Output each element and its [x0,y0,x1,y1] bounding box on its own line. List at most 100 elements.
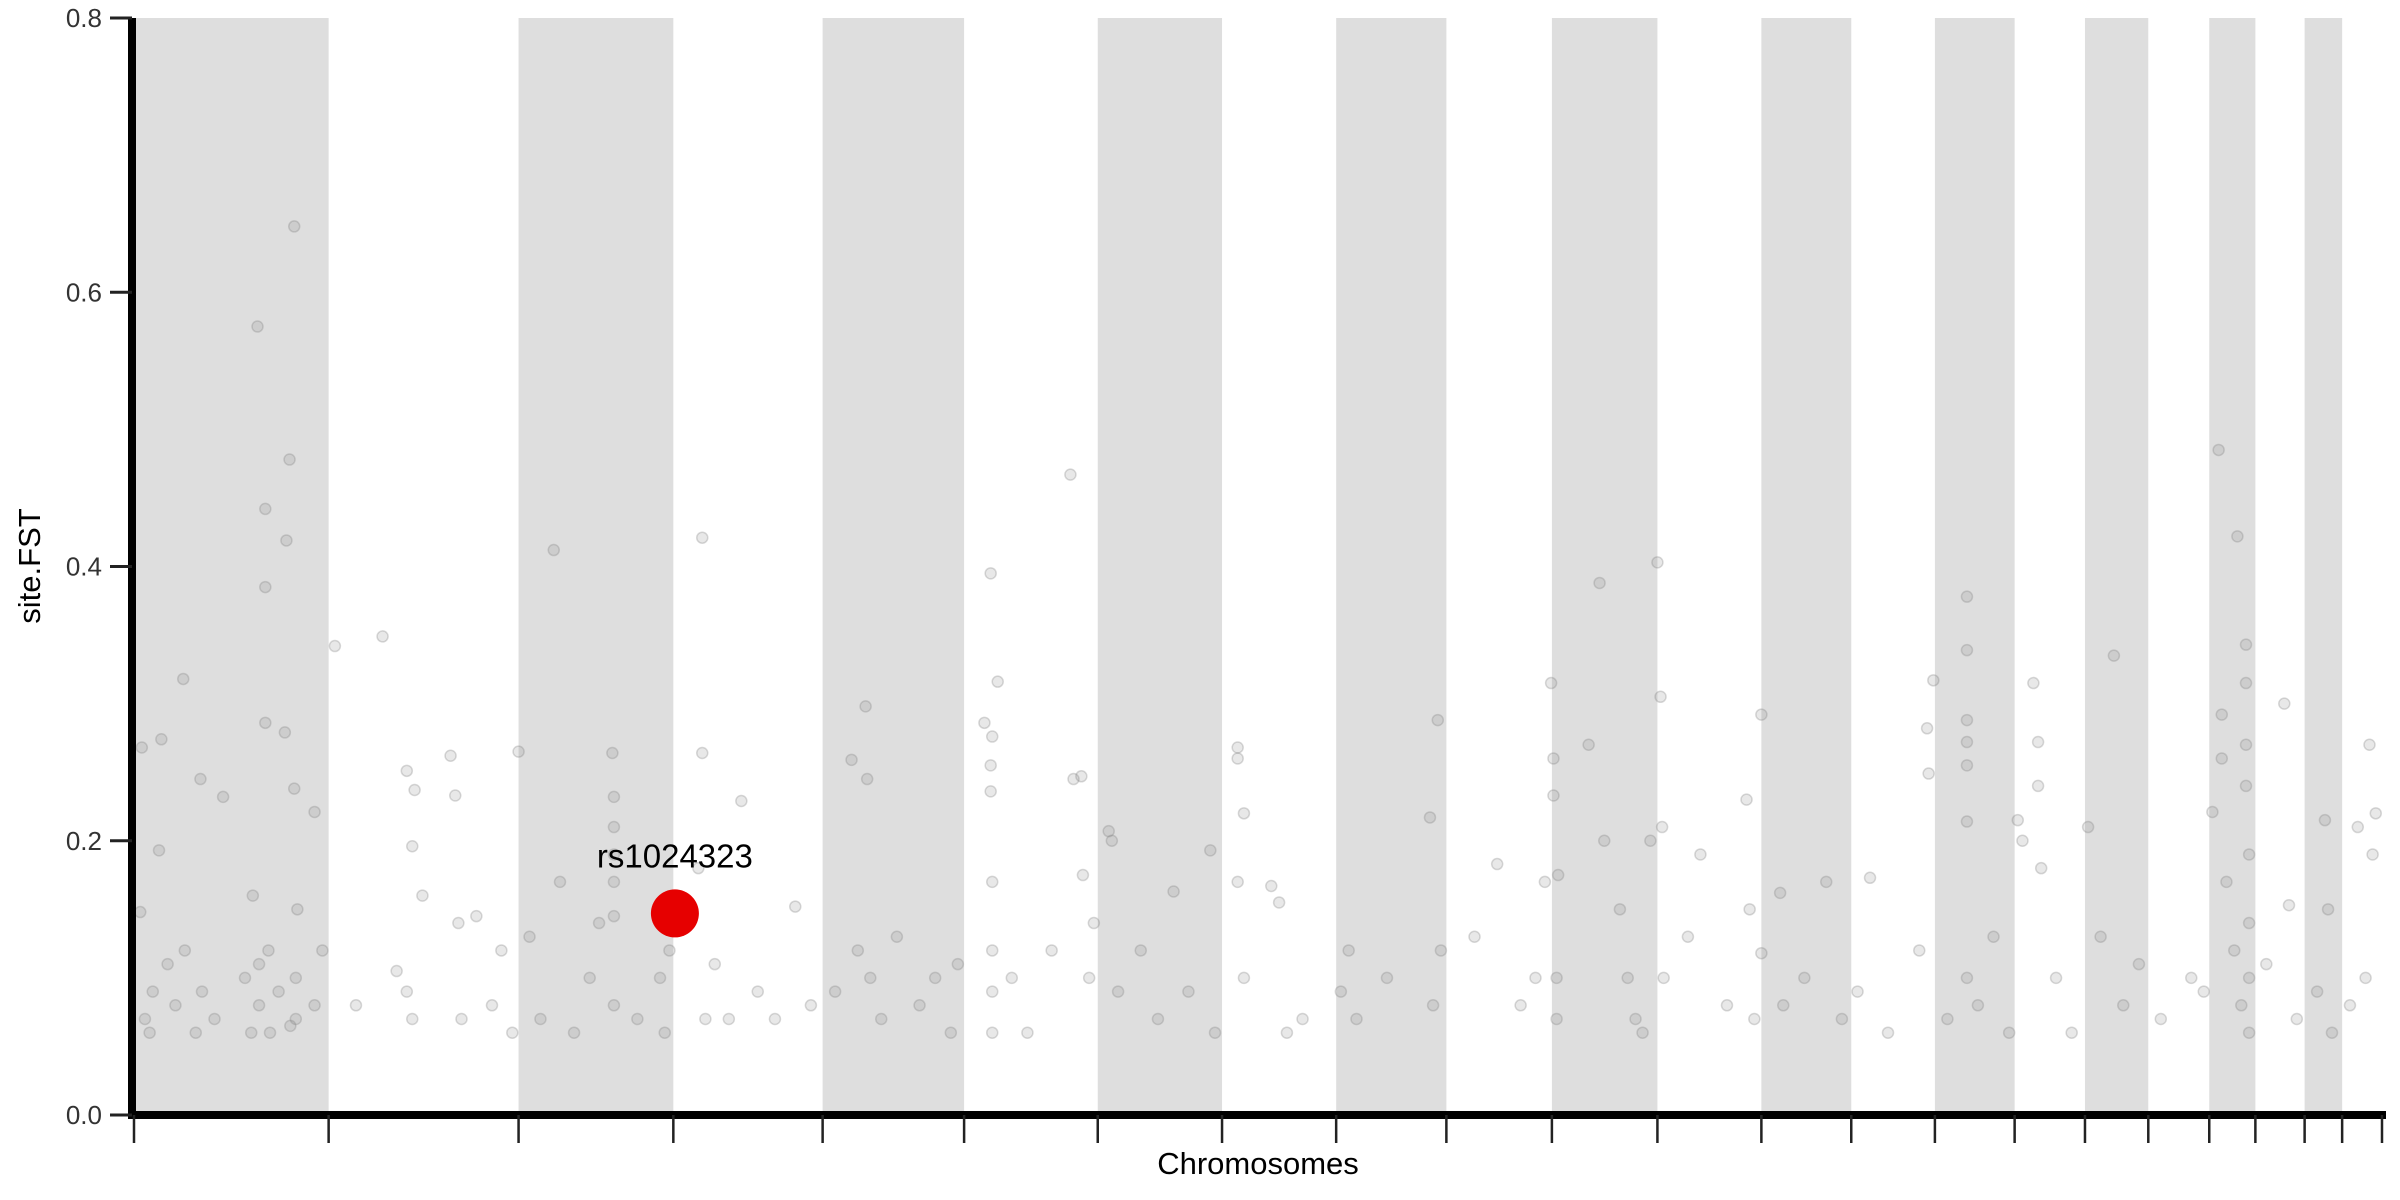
data-point [1777,999,1790,1012]
data-point [169,999,182,1012]
data-point [2363,738,2376,752]
data-point [1913,944,1926,957]
data-point [1045,944,1058,957]
data-point [1265,879,1278,893]
axes: 0.0 0.2 0.4 0.6 0.8 [66,3,2386,1143]
data-point [606,746,619,760]
data-point [804,999,818,1012]
chromosome-band-21 [2304,18,2343,1115]
data-point [308,805,321,819]
data-point [1654,690,1667,704]
data-point [251,320,264,333]
data-point [663,944,676,957]
data-point [287,782,301,795]
data-point [2132,957,2146,971]
data-point [890,930,904,943]
data-point [1927,674,1940,687]
data-point [2231,530,2244,543]
data-point [985,1026,999,1039]
data-point [1272,896,1286,909]
data-point [2343,999,2357,1012]
data-point [2215,752,2229,765]
data-point [944,1026,958,1039]
data-point [134,905,147,919]
data-point [2031,779,2045,793]
data-point [1151,1012,1165,1026]
data-point [259,502,272,516]
data-point [1598,834,1611,847]
data-point [523,930,536,943]
data-point [1820,875,1833,889]
data-point [244,1026,258,1039]
data-point [2282,898,2296,912]
data-point [1182,985,1195,998]
data-point [696,746,709,760]
data-point [2031,735,2045,749]
data-point [1798,971,1811,985]
data-point [2359,971,2372,985]
data-point [692,861,705,875]
data-point [2011,813,2025,827]
data-point [262,944,275,957]
data-point [1538,875,1552,889]
highlighted-snp: rs1024323 [597,837,753,938]
highlight-label: rs1024323 [597,837,753,874]
data-point [216,790,230,804]
data-point [859,700,872,713]
data-point [1423,811,1437,824]
data-point [289,1012,303,1026]
data-point [1941,1012,1954,1026]
data-point [768,1012,782,1026]
data-point [1111,985,1125,998]
data-point [308,999,321,1012]
data-point [1544,676,1558,690]
data-point [1644,834,1657,847]
data-point [2185,971,2198,985]
data-point [2117,999,2130,1012]
data-point [452,916,465,930]
data-point [328,639,342,653]
data-point [1237,971,1251,985]
data-point [278,726,292,739]
data-point [2239,779,2253,793]
data-point [444,749,457,762]
data-point [194,772,207,786]
data-point [1550,1012,1563,1026]
data-point [1657,971,1670,985]
data-point [238,971,252,985]
data-point [2325,1026,2339,1039]
data-point [1922,767,1935,780]
data-point [1431,713,1445,727]
data-point [722,1012,736,1026]
data-point [449,789,462,802]
data-point [864,971,877,985]
data-point [178,944,192,957]
chromosome-band-1 [134,18,329,1115]
y-tick-label: 0.0 [66,1100,102,1130]
data-point [1960,759,1974,772]
data-point [406,839,419,853]
data-point [2065,1026,2078,1039]
data-point [984,785,997,798]
data-point [2278,697,2291,710]
data-point [1342,944,1355,957]
data-point [1237,807,1251,820]
data-point [2081,820,2095,834]
data-point [985,875,999,889]
chromosome-band-7 [1097,18,1223,1115]
data-point [2107,649,2121,662]
data-point [2034,861,2048,875]
data-point [2351,820,2365,834]
data-point [1231,741,1244,754]
data-point [176,672,190,686]
data-point [1881,1026,1895,1039]
data-point [1681,930,1695,943]
data-point [2239,676,2253,690]
data-point [246,889,260,902]
data-point [349,999,363,1012]
data-point [1655,820,1669,834]
data-point [547,543,560,557]
data-point [1582,738,1595,752]
data-point [495,944,508,957]
data-point [1960,971,1974,985]
